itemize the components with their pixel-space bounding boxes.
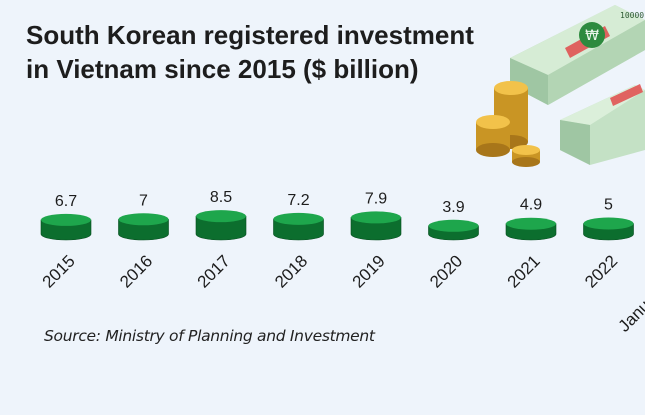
tick-label-partial-0: A [641, 369, 645, 391]
bar-2017 [195, 210, 247, 241]
tick-label-2020: 2020 [426, 251, 466, 291]
value-label-2022: 5 [604, 197, 613, 214]
tick-label-2019: 2019 [349, 251, 389, 291]
chart-title: South Korean registered investment in Vi… [26, 18, 506, 86]
bar-2018 [273, 212, 324, 241]
money-illustration: ₩ 10000 [476, 5, 645, 167]
value-label-2017: 8.5 [210, 189, 232, 206]
won-symbol: ₩ [585, 28, 599, 44]
bar-2021 [505, 217, 557, 241]
value-label-2016: 7 [139, 192, 148, 209]
bar-2015 [40, 213, 92, 241]
banknote-stack-bottom [560, 84, 645, 165]
bar-2022 [583, 217, 634, 241]
value-label-2015: 6.7 [55, 193, 77, 210]
value-label-2020: 3.9 [442, 199, 464, 216]
chart-marks: 6.7 2015 7 2016 8.5 2017 7.2 2018 7.9 2019 3.9 2020… [39, 189, 645, 391]
tick-label-2017: 2017 [194, 251, 234, 291]
tick-label-2018: 2018 [271, 251, 311, 291]
bar-2020 [428, 219, 479, 241]
tick-label-2016: 2016 [116, 251, 156, 291]
title-line-1: South Korean registered investment [26, 20, 474, 50]
bar-2019 [350, 211, 402, 241]
tick-label-2022: 2022 [581, 251, 621, 291]
bar-2016 [118, 213, 169, 241]
value-label-2018: 7.2 [287, 192, 309, 209]
coin-stacks [476, 81, 540, 167]
value-label-2021: 4.9 [520, 197, 542, 214]
source-note: Source: Ministry of Planning and Investm… [44, 327, 375, 345]
banknote-label: 10000 [620, 11, 644, 20]
tick-label-2021: 2021 [504, 251, 544, 291]
value-label-2019: 7.9 [365, 190, 387, 207]
banknote-stack-top: ₩ 10000 [510, 5, 645, 105]
title-line-2: in Vietnam since 2015 ($ billion) [26, 54, 419, 84]
tick-label-2015: 2015 [39, 251, 79, 291]
